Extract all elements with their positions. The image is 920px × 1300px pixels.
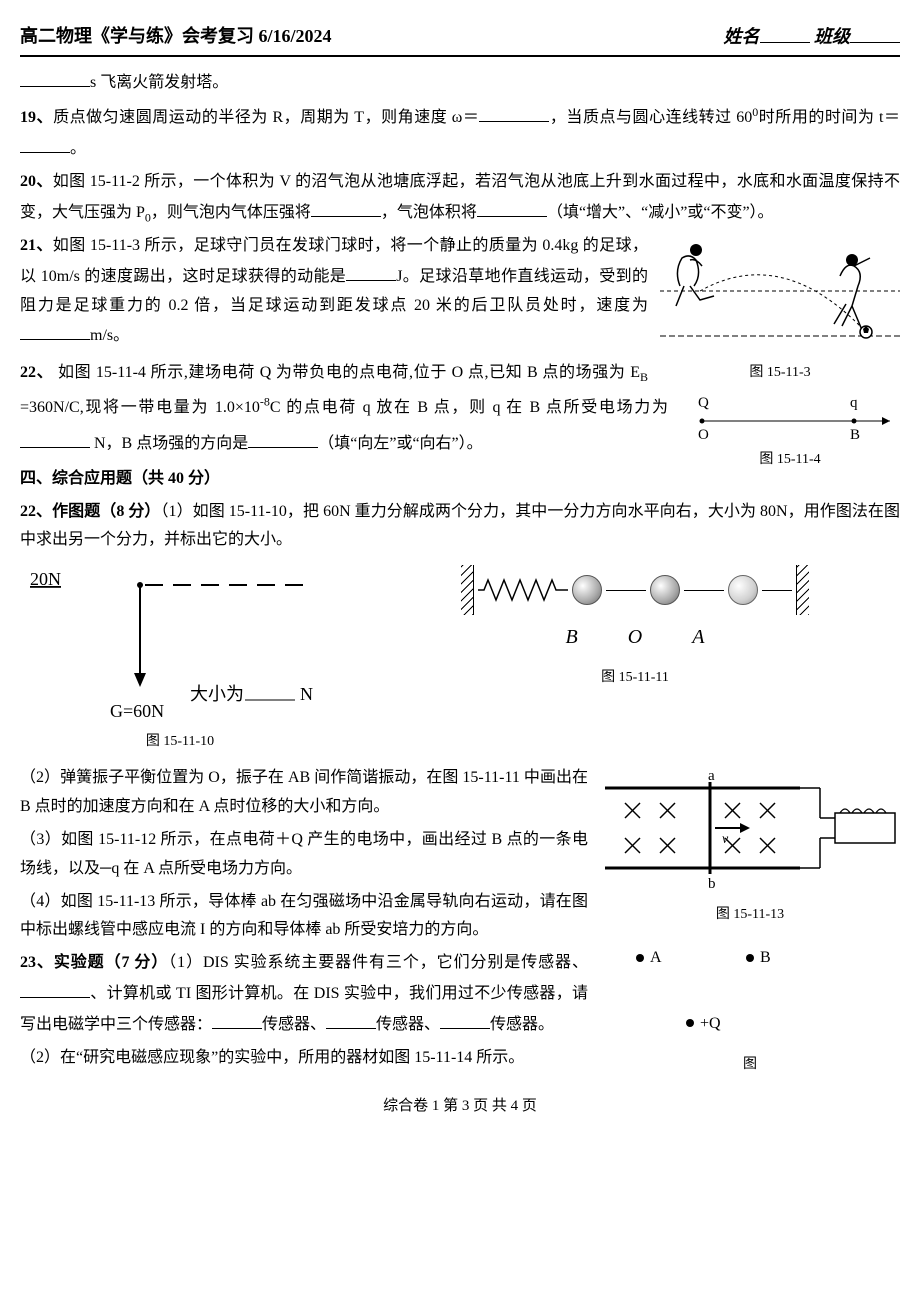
name-label: 姓名: [724, 27, 760, 47]
q23-num: 23、实验题（7 分）: [20, 954, 168, 971]
wall-left: [461, 565, 474, 615]
ball-A: [728, 575, 758, 605]
q23-blank2[interactable]: [212, 1009, 262, 1029]
line-top: s 飞离火箭发射塔。: [20, 67, 900, 98]
q22a-exp: -8: [260, 395, 270, 409]
q23-a: （1）DIS 实验系统主要器件有三个，它们分别是传感器、: [168, 954, 588, 971]
q23-d: 传感器、: [376, 1016, 440, 1033]
q21-num: 21、: [20, 237, 53, 254]
force-diagram: 20N 大小为 N G=60N: [20, 565, 340, 725]
q-label: q: [850, 395, 858, 411]
fig-15-11-10-caption: 图 15-11-10: [20, 729, 340, 754]
fig-15-11-11: B O A 图 15-11-11: [370, 565, 900, 690]
q21-blank1[interactable]: [346, 261, 396, 281]
fig-15-11-4-caption: 图 15-11-4: [680, 447, 900, 472]
header-name-class: 姓名 班级: [724, 20, 901, 53]
q22a-a: 如图 15-11-4 所示,建场电荷 Q 为带负电的点电荷,位于 O 点,已知 …: [53, 364, 640, 381]
class-label: 班级: [814, 27, 850, 47]
q19-d: 。: [70, 140, 86, 157]
spring-left: [478, 575, 568, 605]
B-pt: B: [760, 949, 771, 966]
figs-10-11-row: 20N 大小为 N G=60N 图 15-11-10 B O A: [20, 565, 900, 754]
q23-c: 传感器、: [262, 1016, 326, 1033]
O-lbl: O: [628, 619, 642, 655]
q19-c: 时所用的时间为 t＝: [758, 109, 900, 126]
header-title: 高二物理《学与练》会考复习 6/16/2024: [20, 20, 332, 53]
q20-d: （填“增大”、“减小”或“不变”）。: [547, 204, 774, 221]
name-blank[interactable]: [760, 20, 810, 43]
seg3: [762, 590, 792, 591]
q23-blank4[interactable]: [440, 1009, 490, 1029]
q23-blank3[interactable]: [326, 1009, 376, 1029]
rail-diagram: a v b: [600, 768, 900, 898]
fig-15-11-13: a v b 图 15-11-13 A B: [600, 768, 900, 1076]
B-label: B: [850, 427, 860, 443]
wall-right: [796, 565, 809, 615]
q19: 19、质点做匀速圆周运动的半径为 R，周期为 T，则角速度 ω＝ ，当质点与圆心连…: [20, 102, 900, 164]
q23-blank1[interactable]: [20, 978, 90, 998]
O-label: O: [698, 427, 709, 443]
q19-b: ，当质点与圆心连线转过 60: [549, 109, 752, 126]
q22a-b: =360N/C,现将一带电量为 1.0×10: [20, 399, 260, 416]
v-label: v: [722, 832, 729, 847]
N-label: N: [300, 684, 313, 704]
q23-e: 传感器。: [490, 1016, 554, 1033]
charges-diagram: Q q O B: [680, 393, 900, 443]
fig-15-11-3: 图 15-11-3: [660, 236, 900, 385]
fig-15-11-11-caption: 图 15-11-11: [370, 665, 900, 690]
spring-row: [370, 565, 900, 615]
seg2: [684, 590, 724, 591]
a-label: a: [708, 768, 715, 784]
q22a-e: （填“向左”或“向右”）。: [318, 435, 482, 452]
q22a-c: C 的点电荷 q 放在 B 点，则 q 在 B 点所受电场力为: [270, 399, 668, 416]
q20-b: ，则气泡内气体压强将: [151, 204, 311, 221]
G-label: G=60N: [110, 701, 164, 721]
q22a-blank1[interactable]: [20, 427, 90, 447]
fig-15-11-4: Q q O B 图 15-11-4: [680, 393, 900, 472]
size-label: 大小为: [190, 684, 244, 704]
q21-c: m/s。: [90, 327, 129, 344]
b-label: b: [708, 876, 716, 892]
blank-top[interactable]: [20, 67, 90, 87]
q19-blank1[interactable]: [479, 102, 549, 122]
line-top-text: s 飞离火箭发射塔。: [90, 74, 228, 91]
q21-blank2[interactable]: [20, 320, 90, 340]
fig-15-11-13-caption: 图 15-11-13: [600, 902, 900, 927]
fig-15-11-10: 20N 大小为 N G=60N 图 15-11-10: [20, 565, 340, 754]
plusQ: +Q: [700, 1015, 721, 1032]
fig-15-11-3-caption: 图 15-11-3: [660, 360, 900, 385]
ball-B: [572, 575, 602, 605]
seg1: [606, 590, 646, 591]
A-pt: A: [650, 949, 662, 966]
q22b-num: 22、作图题（8 分）: [20, 503, 160, 520]
q22a-blank2[interactable]: [248, 427, 318, 447]
q20-blank2[interactable]: [477, 197, 547, 217]
soccer-diagram: [660, 236, 900, 356]
scale-20N: 20N: [30, 569, 61, 589]
q22a-d: N，B 点场强的方向是: [90, 435, 248, 452]
q22b: 22、作图题（8 分）（1）如图 15-11-10，把 60N 重力分解成两个分…: [20, 498, 900, 556]
Q-label: Q: [698, 395, 709, 411]
ball-O: [650, 575, 680, 605]
B-lbl: B: [566, 619, 578, 655]
fig-caption-tu: 图: [600, 1052, 900, 1077]
q19-blank2[interactable]: [20, 133, 70, 153]
q20-blank1[interactable]: [311, 197, 381, 217]
A-lbl: A: [692, 619, 704, 655]
q20: 20、如图 15-11-2 所示，一个体积为 V 的沼气泡从池塘底浮起，若沼气泡…: [20, 168, 900, 228]
q20-c: ，气泡体积将: [381, 204, 477, 221]
q20-num: 20、: [20, 173, 53, 190]
charge-field-diagram: A B +Q: [600, 938, 800, 1048]
class-blank[interactable]: [850, 20, 900, 43]
q22a-subB: B: [640, 370, 648, 384]
q22a-num: 22、: [20, 364, 53, 381]
page-footer: 综合卷 1 第 3 页 共 4 页: [20, 1093, 900, 1120]
q19-a: 质点做匀速圆周运动的半径为 R，周期为 T，则角速度 ω＝: [53, 109, 479, 126]
q19-num: 19、: [20, 109, 53, 126]
